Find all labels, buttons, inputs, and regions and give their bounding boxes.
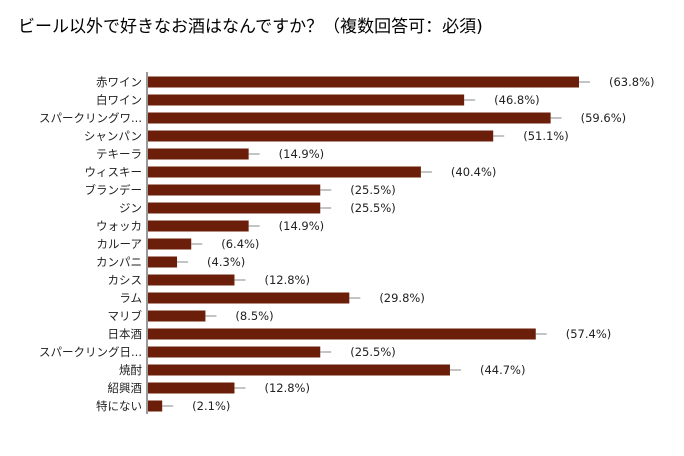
value-label: (2.1%) xyxy=(192,399,230,413)
category-label: 日本酒 xyxy=(108,327,143,341)
value-label: (4.3%) xyxy=(207,255,245,269)
category-label: テキーラ xyxy=(96,147,142,161)
category-label: マリブ xyxy=(108,309,143,323)
value-label: (51.1%) xyxy=(523,129,569,143)
category-label: カシス xyxy=(108,273,143,287)
value-label: (40.4%) xyxy=(451,165,497,179)
category-label: 紹興酒 xyxy=(108,381,143,395)
bar xyxy=(148,292,350,304)
bar xyxy=(148,130,494,142)
category-label: 特にない xyxy=(96,399,142,413)
value-label: (63.8%) xyxy=(609,75,655,89)
value-label: (25.5%) xyxy=(350,345,396,359)
bar xyxy=(148,184,321,196)
chart-title: ビール以外で好きなお酒はなんですか？（複数回答可：必須) xyxy=(18,17,483,37)
category-label: 赤ワイン xyxy=(96,75,142,89)
category-label: スパークリングワ... xyxy=(39,111,142,125)
value-label: (25.5%) xyxy=(350,183,396,197)
value-label: (14.9%) xyxy=(279,219,325,233)
value-label: (12.8%) xyxy=(264,273,310,287)
value-label: (59.6%) xyxy=(581,111,627,125)
category-label: ブランデー xyxy=(85,183,143,197)
bars-layer: 赤ワイン (63.8%) 白ワイン (46.8%) スパークリングワ... (59.6%)… xyxy=(39,75,654,413)
bar xyxy=(148,94,465,106)
category-label: ラム xyxy=(119,291,142,305)
bar xyxy=(148,382,235,394)
value-label: (44.7%) xyxy=(480,363,526,377)
value-label: (14.9%) xyxy=(279,147,325,161)
value-label: (8.5%) xyxy=(235,309,273,323)
value-label: (6.4%) xyxy=(221,237,259,251)
category-label: 白ワイン xyxy=(96,93,142,107)
category-label: ジン xyxy=(119,201,142,215)
category-label: カルーア xyxy=(96,237,142,251)
bar xyxy=(148,328,536,340)
category-label: ウォッカ xyxy=(96,219,142,233)
bar xyxy=(148,238,192,250)
value-label: (29.8%) xyxy=(379,291,425,305)
bar xyxy=(148,166,421,178)
category-label: カンパニ xyxy=(96,255,142,269)
value-label: (46.8%) xyxy=(494,93,540,107)
bar xyxy=(148,346,321,358)
bar xyxy=(148,310,206,322)
category-label: ウィスキー xyxy=(85,165,143,179)
bar xyxy=(148,202,321,214)
bar xyxy=(148,274,235,286)
bar xyxy=(148,220,249,232)
bar xyxy=(148,256,178,268)
value-label: (57.4%) xyxy=(566,327,612,341)
value-label: (25.5%) xyxy=(350,201,396,215)
bar xyxy=(148,112,551,124)
bar xyxy=(148,364,450,376)
category-label: シャンパン xyxy=(84,129,142,143)
value-label: (12.8%) xyxy=(264,381,310,395)
category-label: 焼酎 xyxy=(119,363,142,377)
bar xyxy=(148,76,579,88)
bar xyxy=(148,400,163,412)
bar xyxy=(148,148,249,160)
category-label: スパークリング日... xyxy=(39,345,142,359)
